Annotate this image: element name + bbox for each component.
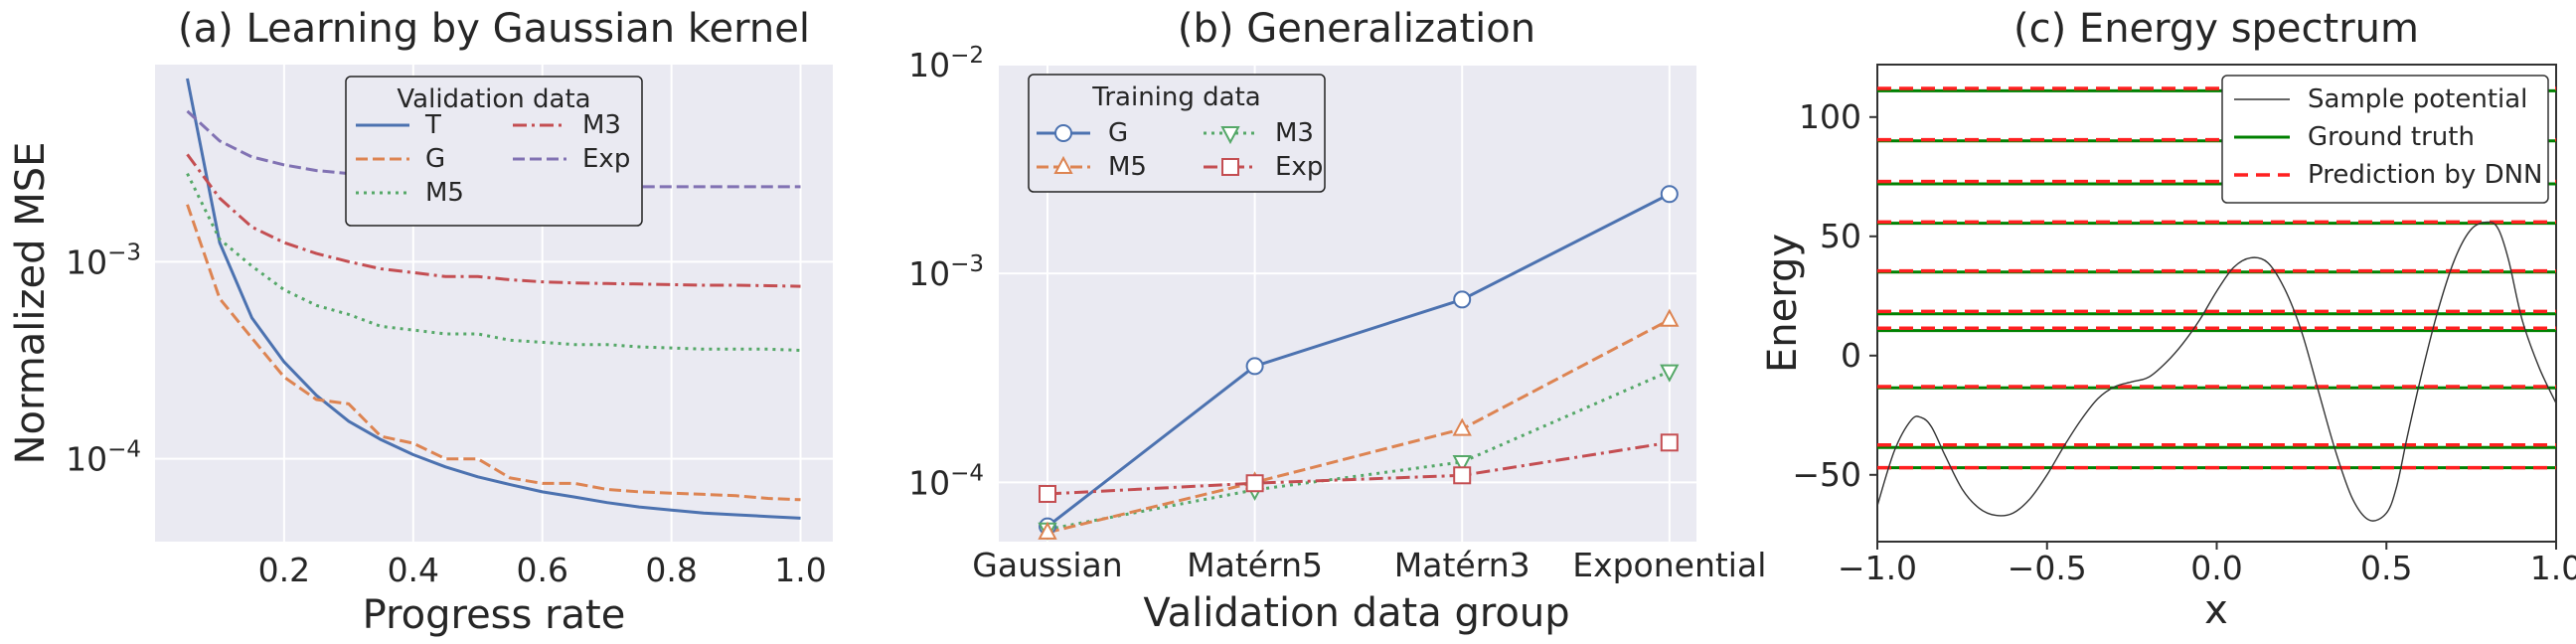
panel-b-series-M5 xyxy=(1046,318,1671,535)
panel-b-marker-M5 xyxy=(1452,417,1472,436)
panel-c-legend-label: Ground truth xyxy=(2308,122,2475,152)
panel-b-legend-marker xyxy=(1053,155,1073,174)
panel-b-xtick-label: Matérn5 xyxy=(1187,546,1323,584)
panel-b-legend-label: M5 xyxy=(1108,152,1147,182)
panel-b-legend-marker xyxy=(1221,158,1239,176)
panel-c-xtick-label: 1.0 xyxy=(2530,549,2576,587)
panel-b-ticks: Gaussian Matérn5 Matérn3 Exponential 10−4 10−… xyxy=(908,43,1766,584)
panel-a-ylabel: Normalized MSE xyxy=(8,142,54,465)
panel-b-legend-label: M3 xyxy=(1275,118,1314,148)
panel-a-xtick-label: 0.6 xyxy=(516,551,567,589)
panel-b-legend-title: Training data xyxy=(1091,82,1260,112)
panel-a-xtick-label: 0.4 xyxy=(388,551,439,589)
panel-b-ytick-label: 10−3 xyxy=(908,251,984,293)
panel-b-ytick-label: 10−2 xyxy=(908,43,984,84)
panel-b-series-Exp xyxy=(1046,440,1671,496)
panel-a-legend-frame xyxy=(345,76,643,227)
panel-a-xtick-label: 1.0 xyxy=(774,551,826,589)
panel-b-xtick-label: Gaussian xyxy=(972,546,1122,584)
panel-c-legend: Sample potential Ground truth Prediction b… xyxy=(2221,75,2549,204)
panel-b-lines xyxy=(1038,185,1680,541)
panel-b-marker-Exp xyxy=(1660,433,1679,452)
panel-b-legend-marker xyxy=(1220,126,1240,145)
panel-c-title: (c) Energy spectrum xyxy=(2013,6,2419,52)
panel-c-ylabel: Energy xyxy=(1760,234,1806,373)
panel-a-xtick-label: 0.2 xyxy=(258,551,310,589)
panel-b-marker-M3 xyxy=(1660,364,1680,383)
panel-b-xtick-label: Exponential xyxy=(1572,546,1766,584)
panel-b-marker-G xyxy=(1245,357,1264,376)
panel-c-potential-curve xyxy=(1876,221,2557,522)
panel-b-title: (b) Generalization xyxy=(1178,6,1535,52)
panel-a-ytick-label: 10−4 xyxy=(66,437,141,479)
panel-a-ticks: 0.2 0.4 0.6 0.8 1.0 10−4 10−3 xyxy=(66,240,827,589)
panel-b-legend: Training data G M5 M3 Exp xyxy=(1028,74,1326,193)
panel-b-marker-M3 xyxy=(1452,454,1472,474)
panel-c-xtick-label: 0.0 xyxy=(2190,549,2242,587)
panel-c-ytick-label: 0 xyxy=(1841,336,1861,375)
panel-a-series-G xyxy=(186,204,801,502)
panel-b-legend-marker xyxy=(1054,124,1072,142)
panel-a-legend-label: G xyxy=(425,144,445,174)
panel-c-ytick-label: −50 xyxy=(1792,455,1861,494)
panel-c-legend-frame xyxy=(2221,75,2549,204)
panel-c: −1.0 −0.5 0.0 0.5 1.0 −50 0 50 100 (c) Energy sp… xyxy=(1760,6,2576,633)
panel-a-ytick-label: 10−3 xyxy=(66,240,141,281)
panel-b-marker-Exp xyxy=(1245,474,1264,493)
panel-b-ytick-label: 10−4 xyxy=(908,460,984,502)
panel-c-ytick-label: 50 xyxy=(1820,217,1861,255)
panel-c-legend-label: Sample potential xyxy=(2308,84,2527,114)
panel-c-xtick-label: −1.0 xyxy=(1838,549,1917,587)
panel-c-lines xyxy=(1876,86,2557,522)
panel-b-xtick-label: Matérn3 xyxy=(1394,546,1530,584)
panel-b-marker-G xyxy=(1453,290,1472,309)
panel-a-title: (a) Learning by Gaussian kernel xyxy=(178,6,810,52)
panel-c-xtick-label: 0.5 xyxy=(2360,549,2412,587)
panel-c-xtick-label: −0.5 xyxy=(2008,549,2087,587)
panel-b-legend-frame xyxy=(1028,74,1326,193)
panel-c-xlabel: x xyxy=(2204,587,2228,633)
panel-b-marker-M5 xyxy=(1660,308,1680,327)
panel-b-marker-M5 xyxy=(1038,521,1057,540)
panel-a-series-M5 xyxy=(186,172,801,352)
panel-b-series-G xyxy=(1046,192,1671,528)
panel-a-series-M3 xyxy=(186,153,801,288)
panel-c-ytick-label: 100 xyxy=(1799,97,1861,136)
panel-c-legend-label: Prediction by DNN xyxy=(2308,160,2543,190)
panel-a-legend-label: Exp xyxy=(582,144,630,174)
panel-b-legend-label: Exp xyxy=(1275,152,1323,182)
panel-b-legend-label: G xyxy=(1108,118,1128,148)
panel-a-legend-label: T xyxy=(424,110,441,140)
panel-a-legend-label: M3 xyxy=(582,110,621,140)
panel-b-marker-G xyxy=(1660,185,1679,204)
panel-b-series-M3 xyxy=(1046,370,1671,532)
panel-a-xlabel: Progress rate xyxy=(363,592,626,638)
panel-a-legend-title: Validation data xyxy=(397,84,590,114)
panel-c-ticks: −1.0 −0.5 0.0 0.5 1.0 −50 0 50 100 xyxy=(1792,97,2576,587)
panel-a-legend-label: M5 xyxy=(425,178,464,208)
panel-b-xlabel: Validation data group xyxy=(1143,590,1569,636)
panel-b-marker-Exp xyxy=(1039,484,1056,503)
panel-b-marker-Exp xyxy=(1453,466,1472,485)
panel-b: Gaussian Matérn5 Matérn3 Exponential 10−4 10−… xyxy=(908,6,1766,636)
panel-a-xtick-label: 0.8 xyxy=(645,551,697,589)
panel-a-series-T xyxy=(186,78,801,520)
panel-a: 0.2 0.4 0.6 0.8 1.0 10−4 10−3 (a) Learning by … xyxy=(8,6,833,638)
